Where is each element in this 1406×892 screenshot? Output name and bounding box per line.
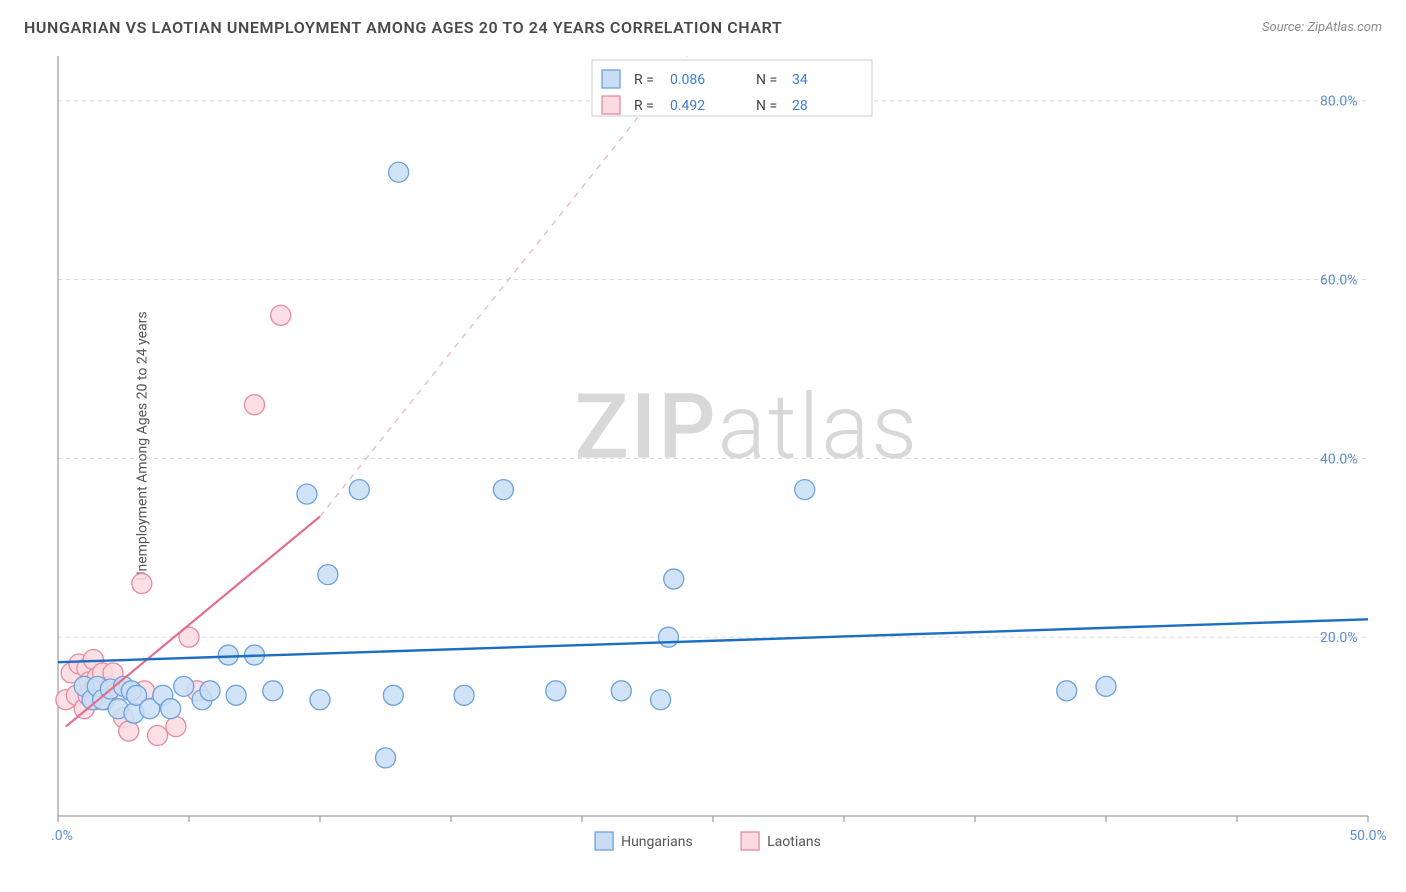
data-point-hungarian (546, 681, 566, 701)
data-point-hungarian (795, 480, 815, 500)
legend-swatch (602, 70, 620, 88)
chart-title: HUNGARIAN VS LAOTIAN UNEMPLOYMENT AMONG … (24, 18, 782, 37)
data-point-hungarian (218, 645, 238, 665)
data-point-hungarian (1096, 676, 1116, 696)
legend-r-label: R = (634, 72, 654, 88)
source-prefix: Source: (1262, 20, 1307, 35)
legend-r-label: R = (634, 98, 654, 114)
legend-r-value: 0.492 (670, 98, 705, 114)
data-point-hungarian (200, 681, 220, 701)
series-legend: Hungarians Laotians (595, 832, 821, 850)
source-name: ZipAtlas.com (1307, 20, 1382, 35)
data-point-hungarian (658, 627, 678, 647)
y-tick-label: 20.0% (1320, 630, 1358, 646)
legend-n-label: N = (756, 72, 777, 88)
trend-line-laotian-dash (320, 56, 687, 516)
legend-n-label: N = (756, 98, 777, 114)
scatter-chart: 20.0% 40.0% 60.0% 80.0% 0.0% 50.0% R = 0.086 N =… (52, 48, 1388, 880)
data-point-hungarian (389, 162, 409, 182)
data-point-hungarian (226, 685, 246, 705)
data-point-hungarian (651, 690, 671, 710)
legend-series-label: Hungarians (621, 834, 693, 850)
data-point-hungarian (1057, 681, 1077, 701)
y-tick-label: 80.0% (1320, 94, 1358, 110)
data-point-hungarian (263, 681, 283, 701)
data-point-hungarian (297, 484, 317, 504)
data-point-hungarian (664, 569, 684, 589)
data-point-laotian (271, 305, 291, 325)
trend-line-hungarian (58, 619, 1368, 662)
data-point-laotian (119, 721, 139, 741)
data-point-hungarian (161, 699, 181, 719)
header-bar: HUNGARIAN VS LAOTIAN UNEMPLOYMENT AMONG … (0, 0, 1406, 37)
data-point-laotian (245, 395, 265, 415)
source-attribution: Source: ZipAtlas.com (1262, 20, 1382, 35)
x-tick-label: 0.0% (52, 828, 73, 844)
legend-swatch (595, 832, 613, 850)
data-point-hungarian (310, 690, 330, 710)
legend-n-value: 34 (792, 72, 808, 88)
data-point-hungarian (376, 748, 396, 768)
legend-r-value: 0.086 (670, 72, 705, 88)
data-point-hungarian (611, 681, 631, 701)
legend-n-value: 28 (792, 98, 808, 114)
legend-series-label: Laotians (767, 834, 821, 850)
data-point-hungarian (454, 685, 474, 705)
y-tick-label: 60.0% (1320, 273, 1358, 289)
data-point-laotian (148, 726, 168, 746)
data-point-laotian (132, 574, 152, 594)
chart-container: ZIPatlas 20.0%40.0%60.0%80.0%0.0%50.0%R … (52, 48, 1388, 838)
legend-swatch (741, 832, 759, 850)
data-point-hungarian (349, 480, 369, 500)
data-point-hungarian (493, 480, 513, 500)
data-point-hungarian (174, 676, 194, 696)
data-point-hungarian (318, 565, 338, 585)
y-tick-label: 40.0% (1320, 451, 1358, 467)
data-point-laotian (166, 717, 186, 737)
x-tick-label: 50.0% (1349, 828, 1387, 844)
legend-swatch (602, 96, 620, 114)
data-point-hungarian (383, 685, 403, 705)
